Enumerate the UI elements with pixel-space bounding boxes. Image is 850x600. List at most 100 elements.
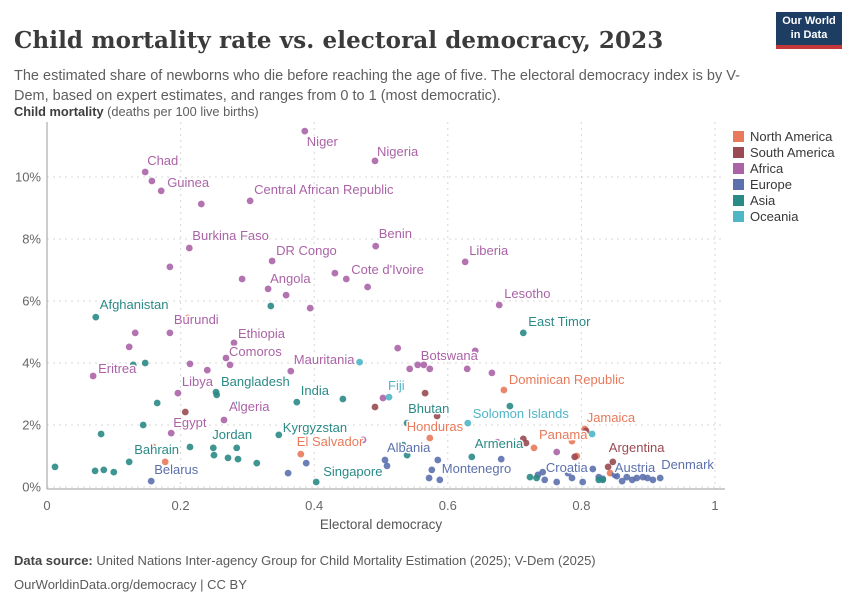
data-point[interactable]	[579, 478, 587, 486]
data-point[interactable]	[153, 399, 161, 407]
data-point[interactable]	[161, 458, 169, 466]
data-point[interactable]	[306, 304, 314, 312]
data-point[interactable]	[526, 473, 534, 481]
data-point-argentina[interactable]	[609, 458, 617, 466]
data-point[interactable]	[421, 389, 429, 397]
data-point-algeria[interactable]	[220, 416, 228, 424]
data-point-lesotho[interactable]	[495, 301, 503, 309]
data-point[interactable]	[222, 354, 230, 362]
data-point-egypt[interactable]	[167, 429, 175, 437]
data-point-panama[interactable]	[530, 444, 538, 452]
data-point[interactable]	[394, 344, 402, 352]
data-point[interactable]	[611, 471, 619, 479]
owid-logo[interactable]: Our World in Data	[776, 12, 842, 49]
data-point-nigeria[interactable]	[371, 157, 379, 165]
data-point-guinea[interactable]	[157, 187, 165, 195]
data-point-ethiopia[interactable]	[230, 339, 238, 347]
data-point[interactable]	[522, 439, 530, 447]
data-point-dominican-republic[interactable]	[500, 386, 508, 394]
data-point[interactable]	[213, 391, 221, 399]
data-point[interactable]	[148, 177, 156, 185]
data-point[interactable]	[166, 263, 174, 271]
data-point[interactable]	[497, 455, 505, 463]
data-point[interactable]	[568, 437, 576, 445]
data-point[interactable]	[284, 469, 292, 477]
data-point-croatia[interactable]	[589, 465, 597, 473]
data-point[interactable]	[414, 361, 422, 369]
data-point[interactable]	[379, 394, 387, 402]
legend-item-oceania[interactable]: Oceania	[733, 208, 835, 224]
data-point-central-african-republic[interactable]	[246, 197, 254, 205]
data-point[interactable]	[253, 459, 261, 467]
data-point-libya[interactable]	[174, 389, 182, 397]
data-point-east-timor[interactable]	[519, 329, 527, 337]
data-point[interactable]	[224, 454, 232, 462]
license-line[interactable]: OurWorldinData.org/democracy | CC BY	[14, 577, 247, 593]
legend-item-north-america[interactable]: North America	[733, 128, 835, 144]
data-point[interactable]	[233, 401, 241, 409]
data-point[interactable]	[139, 421, 147, 429]
data-point[interactable]	[203, 366, 211, 374]
data-point[interactable]	[618, 477, 626, 485]
data-point[interactable]	[425, 474, 433, 482]
data-point[interactable]	[488, 369, 496, 377]
data-point[interactable]	[539, 468, 547, 476]
data-point[interactable]	[533, 474, 540, 482]
data-point-jordan[interactable]	[209, 444, 217, 452]
data-point[interactable]	[541, 476, 549, 484]
data-point[interactable]	[233, 444, 241, 452]
data-point[interactable]	[436, 476, 444, 484]
data-point[interactable]	[463, 365, 471, 373]
legend-item-south-america[interactable]: South America	[733, 144, 835, 160]
data-point-dr-congo[interactable]	[268, 257, 276, 265]
data-point[interactable]	[399, 441, 407, 449]
data-point[interactable]	[129, 361, 137, 369]
data-point[interactable]	[181, 408, 189, 416]
data-point-angola[interactable]	[264, 285, 272, 293]
legend-item-africa[interactable]: Africa	[733, 160, 835, 176]
data-point[interactable]	[471, 347, 479, 355]
data-point[interactable]	[383, 462, 391, 470]
data-point[interactable]	[110, 468, 118, 476]
data-point[interactable]	[331, 269, 339, 277]
data-point-cote-d-ivoire[interactable]	[342, 275, 350, 283]
data-point[interactable]	[356, 358, 363, 366]
data-point[interactable]	[623, 473, 631, 481]
data-point[interactable]	[649, 476, 657, 484]
data-point[interactable]	[210, 451, 218, 459]
data-point[interactable]	[339, 395, 347, 403]
data-point[interactable]	[186, 443, 194, 451]
data-point[interactable]	[406, 365, 414, 373]
data-point[interactable]	[633, 474, 641, 482]
data-point[interactable]	[149, 443, 157, 451]
data-point[interactable]	[238, 275, 246, 283]
legend-item-asia[interactable]: Asia	[733, 192, 835, 208]
data-point[interactable]	[506, 402, 514, 410]
data-point[interactable]	[51, 463, 59, 471]
data-point[interactable]	[644, 474, 651, 482]
data-point-benin[interactable]	[372, 242, 380, 250]
data-point[interactable]	[371, 403, 379, 411]
data-point[interactable]	[433, 412, 441, 420]
data-point-burundi[interactable]	[166, 329, 174, 337]
data-point-liberia[interactable]	[461, 258, 469, 266]
legend-item-europe[interactable]: Europe	[733, 176, 835, 192]
data-point[interactable]	[282, 291, 290, 299]
data-point-honduras[interactable]	[426, 434, 434, 442]
data-point[interactable]	[599, 476, 607, 484]
data-point[interactable]	[420, 361, 428, 369]
data-point-solomon-islands[interactable]	[464, 419, 472, 427]
data-point[interactable]	[553, 478, 561, 486]
data-point-eritrea[interactable]	[89, 372, 97, 380]
data-point-fiji[interactable]	[385, 393, 393, 401]
data-point[interactable]	[364, 283, 371, 291]
data-point[interactable]	[91, 467, 99, 475]
data-point[interactable]	[186, 360, 194, 368]
data-point[interactable]	[564, 469, 572, 477]
data-point-singapore[interactable]	[312, 478, 320, 486]
data-point[interactable]	[141, 359, 149, 367]
data-point-bhutan[interactable]	[403, 419, 411, 427]
data-point-burkina-faso[interactable]	[185, 244, 193, 252]
data-point[interactable]	[97, 430, 105, 438]
data-point-afghanistan[interactable]	[92, 313, 100, 321]
